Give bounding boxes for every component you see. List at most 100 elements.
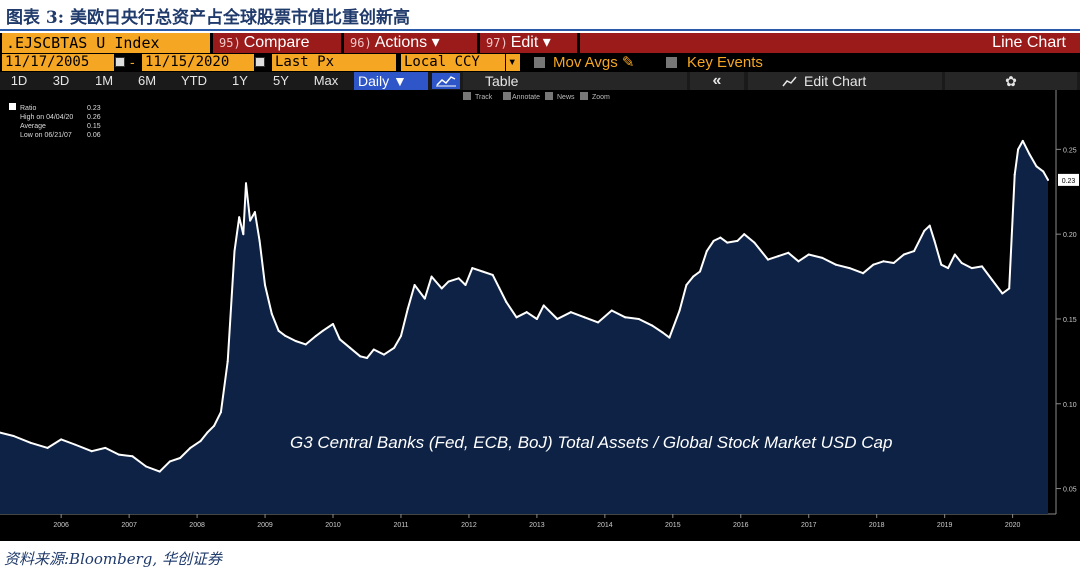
y-tick-label: 0.05	[1063, 487, 1077, 494]
data-point	[169, 460, 171, 463]
period-max[interactable]: Max	[313, 73, 339, 88]
series-segment	[928, 224, 936, 242]
x-tick-label: 2006	[53, 522, 69, 529]
track-icon[interactable]	[463, 92, 471, 100]
data-point	[556, 318, 559, 320]
series-segment	[699, 250, 708, 273]
data-point	[678, 309, 681, 312]
series-segment	[423, 275, 433, 300]
y-tick-label: 0.25	[1063, 147, 1077, 154]
series-segment	[440, 280, 450, 290]
series-segment	[60, 438, 76, 446]
series-segment	[719, 236, 729, 244]
collapse-icon[interactable]: «	[690, 72, 744, 90]
data-point	[400, 335, 402, 337]
zoom-tool[interactable]: Zoom	[592, 94, 610, 101]
table-button[interactable]: Table	[463, 72, 687, 90]
settings-icon[interactable]: ✿	[945, 72, 1077, 90]
calendar-icon[interactable]	[255, 57, 265, 67]
annotate-icon[interactable]	[503, 92, 511, 100]
ticker-field[interactable]: .EJSCBTAS U Index	[2, 33, 210, 53]
series-segment	[90, 446, 107, 453]
chart-type-label[interactable]: Line Chart	[580, 33, 1080, 53]
series-segment	[892, 253, 905, 264]
calendar-icon[interactable]	[115, 57, 125, 67]
data-point	[991, 279, 994, 281]
currency-dropdown-icon[interactable]: ▾	[506, 54, 520, 71]
series-segment	[692, 270, 701, 278]
line-chart-glyph	[436, 76, 456, 87]
data-point	[481, 270, 484, 273]
period-3d[interactable]: 3D	[52, 73, 70, 88]
annotate-tool[interactable]: Annotate	[512, 94, 540, 101]
data-point	[892, 262, 895, 264]
data-point	[1013, 173, 1016, 176]
edit-chart-button[interactable]: Edit Chart	[748, 72, 942, 90]
x-tick-label: 2009	[257, 522, 273, 529]
series-segment	[821, 256, 837, 266]
data-point	[145, 465, 148, 468]
series-segment	[117, 453, 134, 458]
period-5y[interactable]: 5Y	[273, 73, 289, 88]
series-segment	[406, 284, 416, 310]
data-point	[359, 355, 362, 358]
period-1m[interactable]: 1M	[94, 73, 114, 88]
last-value-badge	[1058, 173, 1079, 186]
series-segment	[464, 267, 474, 286]
compare-button[interactable]: 95) Compare	[213, 33, 341, 53]
series-segment	[393, 334, 402, 349]
data-point	[787, 251, 790, 254]
actions-label: Actions ▾	[374, 34, 440, 51]
start-date-field[interactable]: 11/17/2005	[2, 54, 114, 71]
series-segment	[249, 211, 256, 222]
news-tool[interactable]: News	[557, 94, 575, 101]
period-1d[interactable]: 1D	[10, 73, 28, 88]
last-value-marker: 0.23	[1058, 173, 1079, 186]
data-point	[525, 311, 528, 314]
series-segment	[753, 241, 769, 261]
period-ytd[interactable]: YTD	[181, 73, 207, 88]
series-segment	[233, 216, 241, 253]
data-point	[270, 313, 273, 315]
data-point	[315, 335, 317, 337]
line-chart-icon[interactable]	[432, 73, 460, 89]
data-point	[245, 182, 247, 185]
series-segment	[253, 211, 261, 242]
zoom-icon[interactable]	[580, 92, 588, 100]
series-segment	[366, 348, 375, 359]
data-point	[960, 262, 963, 264]
news-icon[interactable]	[545, 92, 553, 100]
data-point	[332, 323, 334, 325]
series-segment	[807, 253, 824, 259]
series-segment	[145, 465, 161, 473]
series-segment	[872, 260, 885, 266]
data-point	[685, 284, 688, 286]
data-point	[60, 438, 63, 441]
series-segment	[1001, 287, 1011, 295]
data-point	[242, 233, 245, 236]
series-segment	[661, 331, 671, 339]
frequency-select[interactable]: Daily ▼	[354, 72, 428, 90]
data-point	[372, 348, 375, 351]
data-point	[940, 263, 943, 266]
mov-avgs-label[interactable]: Mov Avgs ✎	[553, 54, 635, 71]
mov-avgs-checkbox[interactable]	[534, 57, 545, 68]
data-point	[705, 250, 708, 253]
edit-button[interactable]: 97) Edit ▾	[480, 33, 577, 53]
actions-button[interactable]: 96) Actions ▾	[344, 33, 477, 53]
legend-value-high: 0.26	[87, 114, 101, 121]
end-date-field[interactable]: 11/15/2020	[142, 54, 254, 71]
price-field-select[interactable]: Last Px	[272, 54, 396, 71]
data-point	[913, 250, 915, 253]
series-segment	[73, 443, 93, 453]
series-segment	[383, 346, 396, 356]
period-1y[interactable]: 1Y	[232, 73, 248, 88]
period-6m[interactable]: 6M	[137, 73, 157, 88]
series-segment	[304, 334, 317, 346]
data-point	[624, 316, 627, 319]
series-segment	[430, 275, 443, 290]
key-events-checkbox[interactable]	[666, 57, 677, 68]
track-tool[interactable]: Track	[475, 94, 493, 101]
key-events-label[interactable]: Key Events	[687, 54, 763, 71]
currency-select[interactable]: Local CCY	[401, 54, 505, 71]
